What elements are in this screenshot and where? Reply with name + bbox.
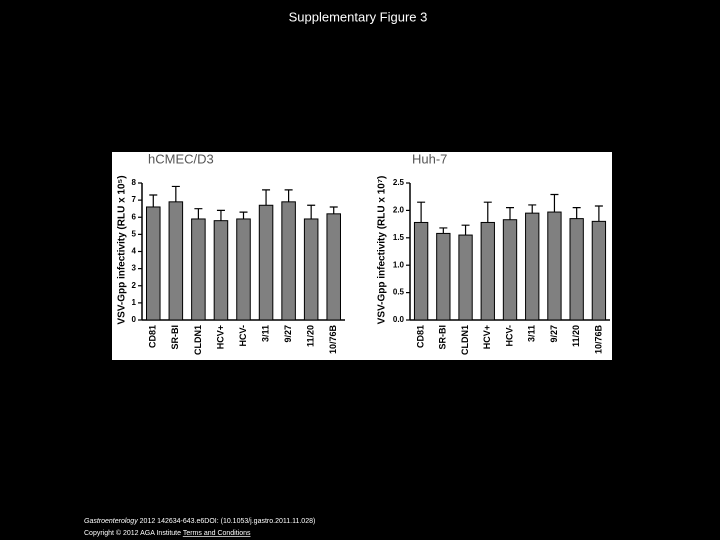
y-tick-label: 1.5 [393, 233, 405, 242]
y-tick-label: 6 [132, 212, 137, 221]
y-tick-label: 1.0 [393, 260, 405, 269]
x-tick-label: CLDN1 [193, 325, 203, 355]
x-tick-label: SR-BI [170, 325, 180, 350]
bar [525, 212, 540, 321]
bar [458, 234, 473, 321]
error-bar [307, 204, 316, 219]
error-bar [461, 224, 470, 236]
y-axis-label: VSV-Gpp infectivity (RLU x 10⁵) [117, 175, 128, 324]
x-tick-label: SR-BI [438, 325, 448, 350]
error-bar [329, 206, 338, 214]
bar [191, 218, 206, 321]
y-tick-label: 0 [132, 315, 137, 324]
y-tick-label: 2.5 [393, 178, 405, 187]
chart-title: hCMEC/D3 [148, 151, 214, 166]
error-bar [483, 201, 492, 223]
x-tick-label: 11/20 [306, 325, 316, 347]
bar [236, 218, 251, 321]
error-bar [194, 208, 203, 219]
bar [146, 206, 161, 321]
x-tick-label: 3/11 [260, 325, 270, 342]
y-tick-label: 2 [132, 281, 137, 290]
bar [413, 221, 429, 321]
copyright: Copyright © 2012 AGA Institute [84, 529, 181, 537]
bar [569, 218, 584, 321]
x-tick-label: 10/76B [328, 325, 338, 355]
error-bar [284, 189, 293, 202]
bar [303, 218, 319, 321]
error-bar [439, 227, 448, 234]
y-tick-label: 7 [132, 195, 137, 204]
x-tick-label: HCV+ [482, 325, 492, 349]
slide-title: Supplementary Figure 3 [289, 9, 428, 24]
bar [436, 232, 451, 321]
error-bar [572, 207, 581, 219]
bar [502, 219, 518, 321]
error-bar [171, 185, 180, 202]
x-tick-label: 10/76B [593, 325, 603, 355]
y-tick-label: 4 [132, 247, 137, 256]
bar [547, 211, 562, 321]
x-tick-label: 11/20 [571, 325, 581, 347]
footer-citation: Gastroenterology 2012 142634-643.e6DOI: … [84, 518, 315, 525]
x-tick-label: 3/11 [527, 325, 537, 342]
y-tick-label: 5 [132, 229, 137, 238]
bar [281, 201, 296, 321]
error-bar [417, 201, 426, 223]
bar [591, 220, 607, 321]
y-tick-label: 8 [132, 178, 137, 187]
x-tick-label: HCV- [504, 325, 514, 347]
bar [213, 220, 229, 321]
x-tick-label: CD81 [148, 325, 158, 348]
x-tick-label: CLDN1 [460, 325, 470, 355]
x-tick-label: 9/27 [283, 325, 293, 343]
error-bar [594, 205, 603, 222]
error-bar [149, 194, 158, 207]
y-tick-label: 3 [132, 264, 137, 273]
error-bar [262, 189, 271, 206]
error-bar [528, 204, 537, 214]
x-tick-label: CD81 [415, 325, 425, 348]
y-tick-label: 0.5 [393, 288, 405, 297]
bar [168, 201, 184, 321]
error-bar [216, 209, 225, 221]
error-bar [550, 193, 559, 213]
journal: Gastroenterology [84, 518, 138, 525]
x-tick-label: HCV- [238, 325, 248, 347]
y-tick-label: 2.0 [393, 206, 405, 215]
bar [258, 204, 274, 321]
chart-title: Huh-7 [412, 151, 447, 166]
bar [326, 213, 341, 321]
bar [480, 221, 495, 321]
error-bar [239, 211, 248, 219]
footer-copyright: Copyright © 2012 AGA Institute Terms and… [84, 529, 251, 537]
x-tick-label: 9/27 [549, 325, 559, 343]
citation: 2012 142634-643.e6DOI: (10.1053/j.gastro… [140, 518, 316, 525]
y-axis-label: VSV-Gpp infectivity (RLU x 10⁷) [377, 176, 388, 325]
y-tick-label: 1 [132, 298, 137, 307]
error-bar [506, 207, 514, 220]
y-tick-label: 0.0 [393, 315, 405, 324]
terms-link[interactable]: Terms and Conditions [183, 530, 251, 537]
x-tick-label: HCV+ [215, 325, 225, 349]
